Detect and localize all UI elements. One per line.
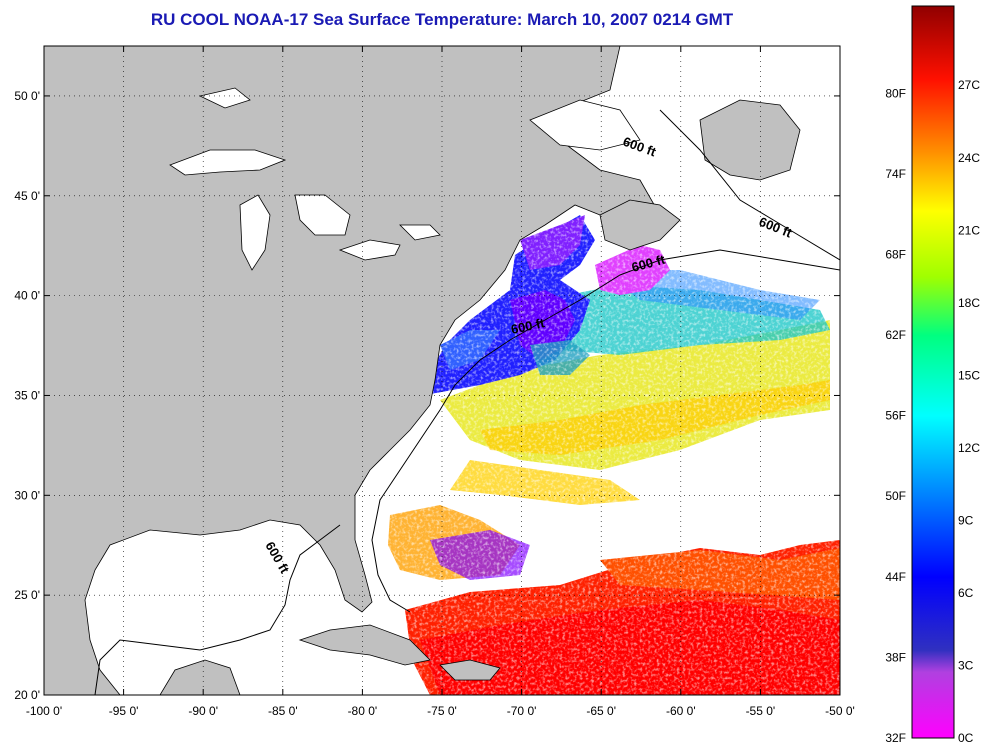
lon-tick-label: -85 0' <box>268 704 298 718</box>
lon-axis-labels: -100 0' -95 0' -90 0' -85 0' -80 0' -75 0' -70… <box>26 704 855 718</box>
colorbar-f-label: 32F <box>885 731 906 745</box>
colorbar-c-label: 3C <box>958 658 974 672</box>
lon-tick-label: -50 0' <box>825 704 855 718</box>
colorbar-f-label: 80F <box>885 86 906 100</box>
land <box>44 46 801 695</box>
lon-tick-label: -55 0' <box>746 704 776 718</box>
colorbar-c-label: 27C <box>958 78 980 92</box>
colorbar-f-label: 68F <box>885 247 906 261</box>
colorbar-c-label: 12C <box>958 441 980 455</box>
lat-tick-label: 20 0' <box>14 688 40 702</box>
axis-ticks <box>43 46 841 696</box>
colorbar-c-label: 9C <box>958 513 974 527</box>
colorbar-c-label: 18C <box>958 296 980 310</box>
colorbar-f-label: 44F <box>885 570 906 584</box>
lat-tick-label: 45 0' <box>14 189 40 203</box>
lon-tick-label: -100 0' <box>26 704 62 718</box>
lat-tick-label: 30 0' <box>14 488 40 502</box>
lon-tick-label: -95 0' <box>109 704 139 718</box>
map-title: RU COOL NOAA-17 Sea Surface Temperature:… <box>150 10 734 29</box>
lat-tick-label: 50 0' <box>14 89 40 103</box>
lon-tick-label: -70 0' <box>507 704 537 718</box>
colorbar-f-label: 74F <box>885 167 906 181</box>
lon-tick-label: -90 0' <box>188 704 218 718</box>
colorbar-celsius-labels: 27C 24C 21C 18C 15C 12C 9C 6C 3C 0C <box>958 78 980 745</box>
isobath-600ft <box>94 109 840 695</box>
lakes <box>169 87 641 271</box>
lon-tick-label: -75 0' <box>427 704 457 718</box>
colorbar-c-label: 0C <box>958 731 974 745</box>
colorbar-f-label: 62F <box>885 328 906 342</box>
contour-label: 600 ft <box>510 315 547 337</box>
colorbar-f-label: 38F <box>885 650 906 664</box>
colorbar-c-label: 21C <box>958 223 980 237</box>
colorbar-c-label: 15C <box>958 368 980 382</box>
lon-tick-label: -80 0' <box>348 704 378 718</box>
colorbar-f-label: 56F <box>885 409 906 423</box>
graticule <box>44 46 840 695</box>
colorbar-fahrenheit-labels: 80F 74F 68F 62F 56F 50F 44F 38F 32F <box>885 86 906 745</box>
lat-tick-label: 25 0' <box>14 588 40 602</box>
lat-axis-labels: 50 0' 45 0' 40 0' 35 0' 30 0' 25 0' 20 0' <box>14 89 40 702</box>
colorbar-c-label: 6C <box>958 586 974 600</box>
colorbar-f-label: 50F <box>885 489 906 503</box>
lon-tick-label: -60 0' <box>666 704 696 718</box>
lon-tick-label: -65 0' <box>586 704 616 718</box>
lat-tick-label: 35 0' <box>14 388 40 402</box>
colorbar <box>911 5 955 739</box>
colorbar-c-label: 24C <box>958 151 980 165</box>
lat-tick-label: 40 0' <box>14 289 40 303</box>
